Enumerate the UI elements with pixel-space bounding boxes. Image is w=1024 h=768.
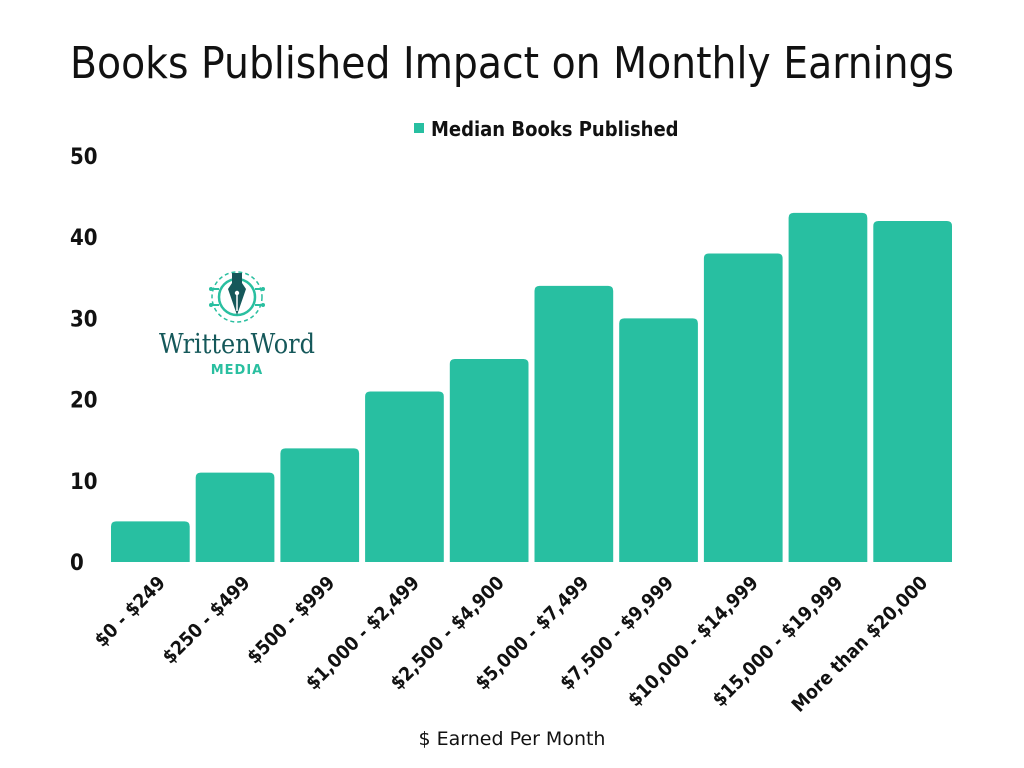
fountain-pen-circuit-icon — [209, 271, 265, 323]
logo-wordmark: WrittenWord — [159, 329, 315, 360]
legend: Median Books Published — [414, 117, 679, 141]
y-tick-label: 40 — [70, 226, 98, 251]
y-tick-label: 50 — [70, 145, 98, 170]
x-tick-label: $500 - $999 — [243, 572, 339, 668]
bar — [619, 318, 698, 562]
x-axis-label: $ Earned Per Month — [419, 728, 606, 750]
bar — [365, 391, 444, 562]
y-tick-label: 0 — [70, 551, 84, 576]
x-tick-label: $250 - $499 — [158, 572, 254, 668]
bar — [534, 285, 614, 562]
chart-title: Books Published Impact on Monthly Earnin… — [70, 38, 954, 89]
bar — [788, 212, 868, 562]
bars — [111, 212, 952, 562]
x-axis-ticks: $0 - $249$250 - $499$500 - $999$1,000 - … — [90, 572, 932, 717]
bar — [873, 220, 952, 562]
y-tick-label: 20 — [70, 389, 98, 414]
bar — [280, 448, 360, 562]
logo: WrittenWord MEDIA — [159, 271, 315, 378]
bar — [195, 472, 275, 562]
x-tick-label: $0 - $249 — [90, 572, 169, 651]
logo-subtitle: MEDIA — [211, 363, 264, 378]
legend-label: Median Books Published — [431, 117, 679, 141]
legend-swatch — [414, 123, 424, 133]
y-tick-label: 30 — [70, 307, 98, 332]
bar — [703, 253, 783, 562]
y-tick-label: 10 — [70, 470, 98, 495]
y-axis-ticks: 0 10 20 30 40 50 — [70, 145, 98, 576]
bar — [111, 521, 190, 562]
bar — [449, 359, 529, 562]
